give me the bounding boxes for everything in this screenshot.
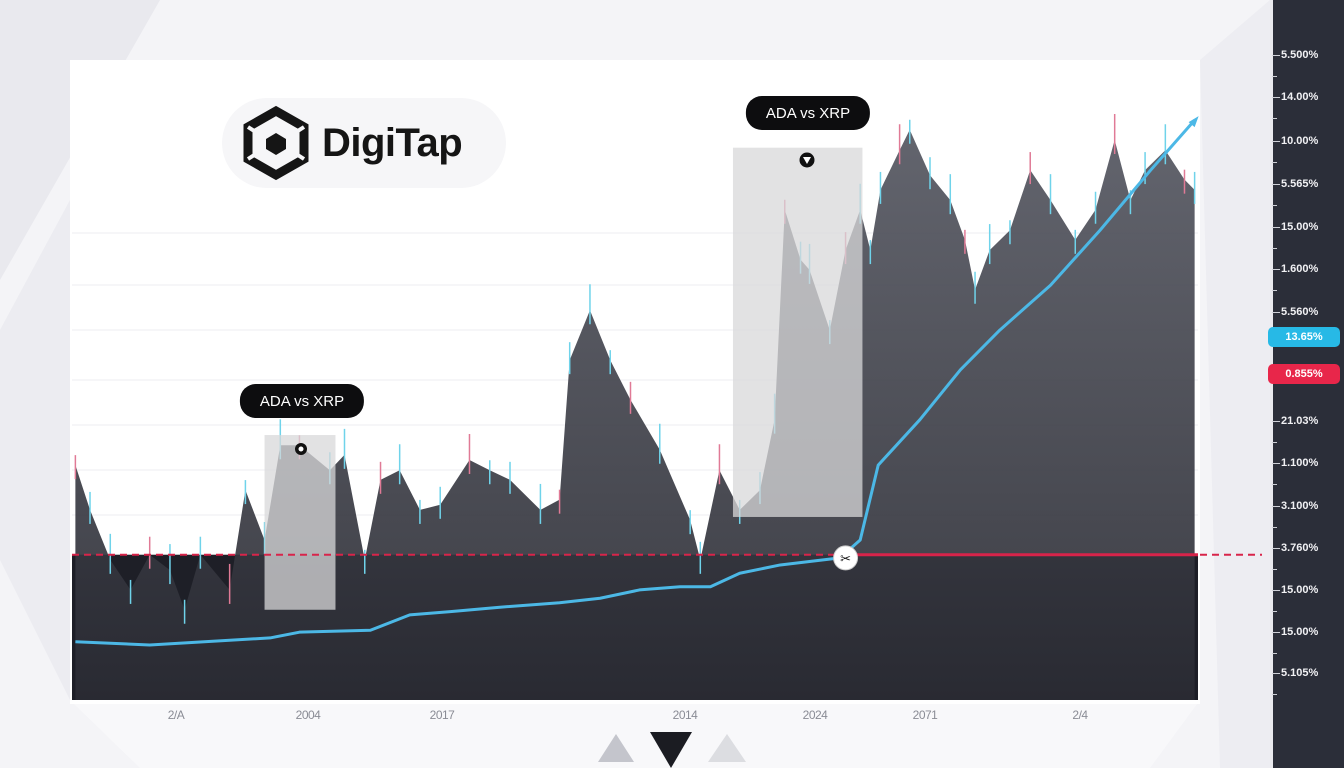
y-minor-tick — [1272, 442, 1277, 443]
y-tick — [1272, 548, 1280, 549]
reference-value-badge: 0.855% — [1268, 364, 1340, 384]
callout-label: ADA vs XRP — [765, 104, 851, 122]
arrow-down-shield-icon — [799, 152, 815, 168]
y-tick-label: 21.03% — [1281, 415, 1319, 427]
trend-arrowhead — [1188, 116, 1199, 128]
next-triangle-up-icon[interactable] — [708, 734, 746, 762]
callout-ada-vs-xrp-2: ADA vs XRP — [745, 96, 871, 130]
y-tick — [1272, 673, 1280, 674]
y-minor-tick — [1272, 484, 1277, 485]
y-tick — [1272, 590, 1280, 591]
y-minor-tick — [1272, 569, 1277, 570]
y-minor-tick — [1272, 205, 1277, 206]
y-tick — [1272, 312, 1280, 313]
y-minor-tick — [1272, 118, 1277, 119]
y-minor-tick — [1272, 527, 1277, 528]
x-tick-label: 2017 — [429, 708, 455, 722]
x-tick-label: 2004 — [295, 708, 321, 722]
y-tick-label: 3.100% — [1281, 500, 1319, 512]
y-tick-label: 15.00% — [1281, 626, 1319, 638]
y-tick — [1272, 55, 1280, 56]
brand-logo: DigiTap — [222, 98, 506, 188]
highlight-box — [264, 435, 336, 610]
y-minor-tick — [1272, 694, 1277, 695]
y-tick-label: 5.500% — [1281, 49, 1319, 61]
current-triangle-down-icon[interactable] — [650, 732, 692, 768]
y-tick-label: 15.00% — [1281, 221, 1319, 233]
y-tick-label: 1.100% — [1281, 457, 1319, 469]
y-tick — [1272, 97, 1280, 98]
y-tick-label: 15.00% — [1281, 584, 1319, 596]
drop-icon — [295, 443, 307, 455]
y-minor-tick — [1272, 290, 1277, 291]
y-tick — [1272, 184, 1280, 185]
y-minor-tick — [1272, 653, 1277, 654]
y-tick-label: 10.00% — [1281, 135, 1319, 147]
x-tick-label: 2014 — [672, 708, 698, 722]
y-tick — [1272, 227, 1280, 228]
current-value-label: 13.65% — [1285, 331, 1323, 343]
right-axis — [1270, 0, 1344, 768]
price-area — [75, 129, 1195, 700]
crossed-tools-icon: ✂ — [840, 551, 851, 566]
prev-triangle-up-icon[interactable] — [598, 734, 634, 762]
brand-name: DigiTap — [322, 120, 463, 165]
y-tick — [1272, 141, 1280, 142]
x-tick-label: 2/4 — [1072, 708, 1088, 722]
y-minor-tick — [1272, 248, 1277, 249]
x-tick-label: 2071 — [912, 708, 938, 722]
callout-ada-vs-xrp-1: ADA vs XRP — [239, 384, 365, 418]
y-tick — [1272, 506, 1280, 507]
y-minor-tick — [1272, 76, 1277, 77]
y-minor-tick — [1272, 611, 1277, 612]
callout-label: ADA vs XRP — [259, 392, 345, 410]
trend-line — [75, 119, 1196, 647]
y-tick-label: 5.105% — [1281, 667, 1319, 679]
y-tick-label: 5.560% — [1281, 306, 1319, 318]
current-value-badge: 13.65% — [1268, 327, 1340, 347]
x-tick-label: 2/A — [167, 708, 185, 722]
y-tick-label: 5.565% — [1281, 178, 1319, 190]
y-tick-label: 14.00% — [1281, 91, 1319, 103]
plot-bottom-border — [70, 700, 1200, 704]
y-tick — [1272, 421, 1280, 422]
y-tick — [1272, 269, 1280, 270]
y-tick — [1272, 632, 1280, 633]
y-minor-tick — [1272, 162, 1277, 163]
y-tick-label: 3.760% — [1281, 542, 1319, 554]
x-tick-label: 2024 — [802, 708, 828, 722]
reference-value-label: 0.855% — [1285, 368, 1323, 380]
y-tick-label: 1.600% — [1281, 263, 1319, 275]
highlight-box — [732, 147, 863, 517]
hexagon-knot-logo-icon — [243, 105, 309, 181]
y-tick — [1272, 463, 1280, 464]
marker-circle — [833, 545, 859, 571]
